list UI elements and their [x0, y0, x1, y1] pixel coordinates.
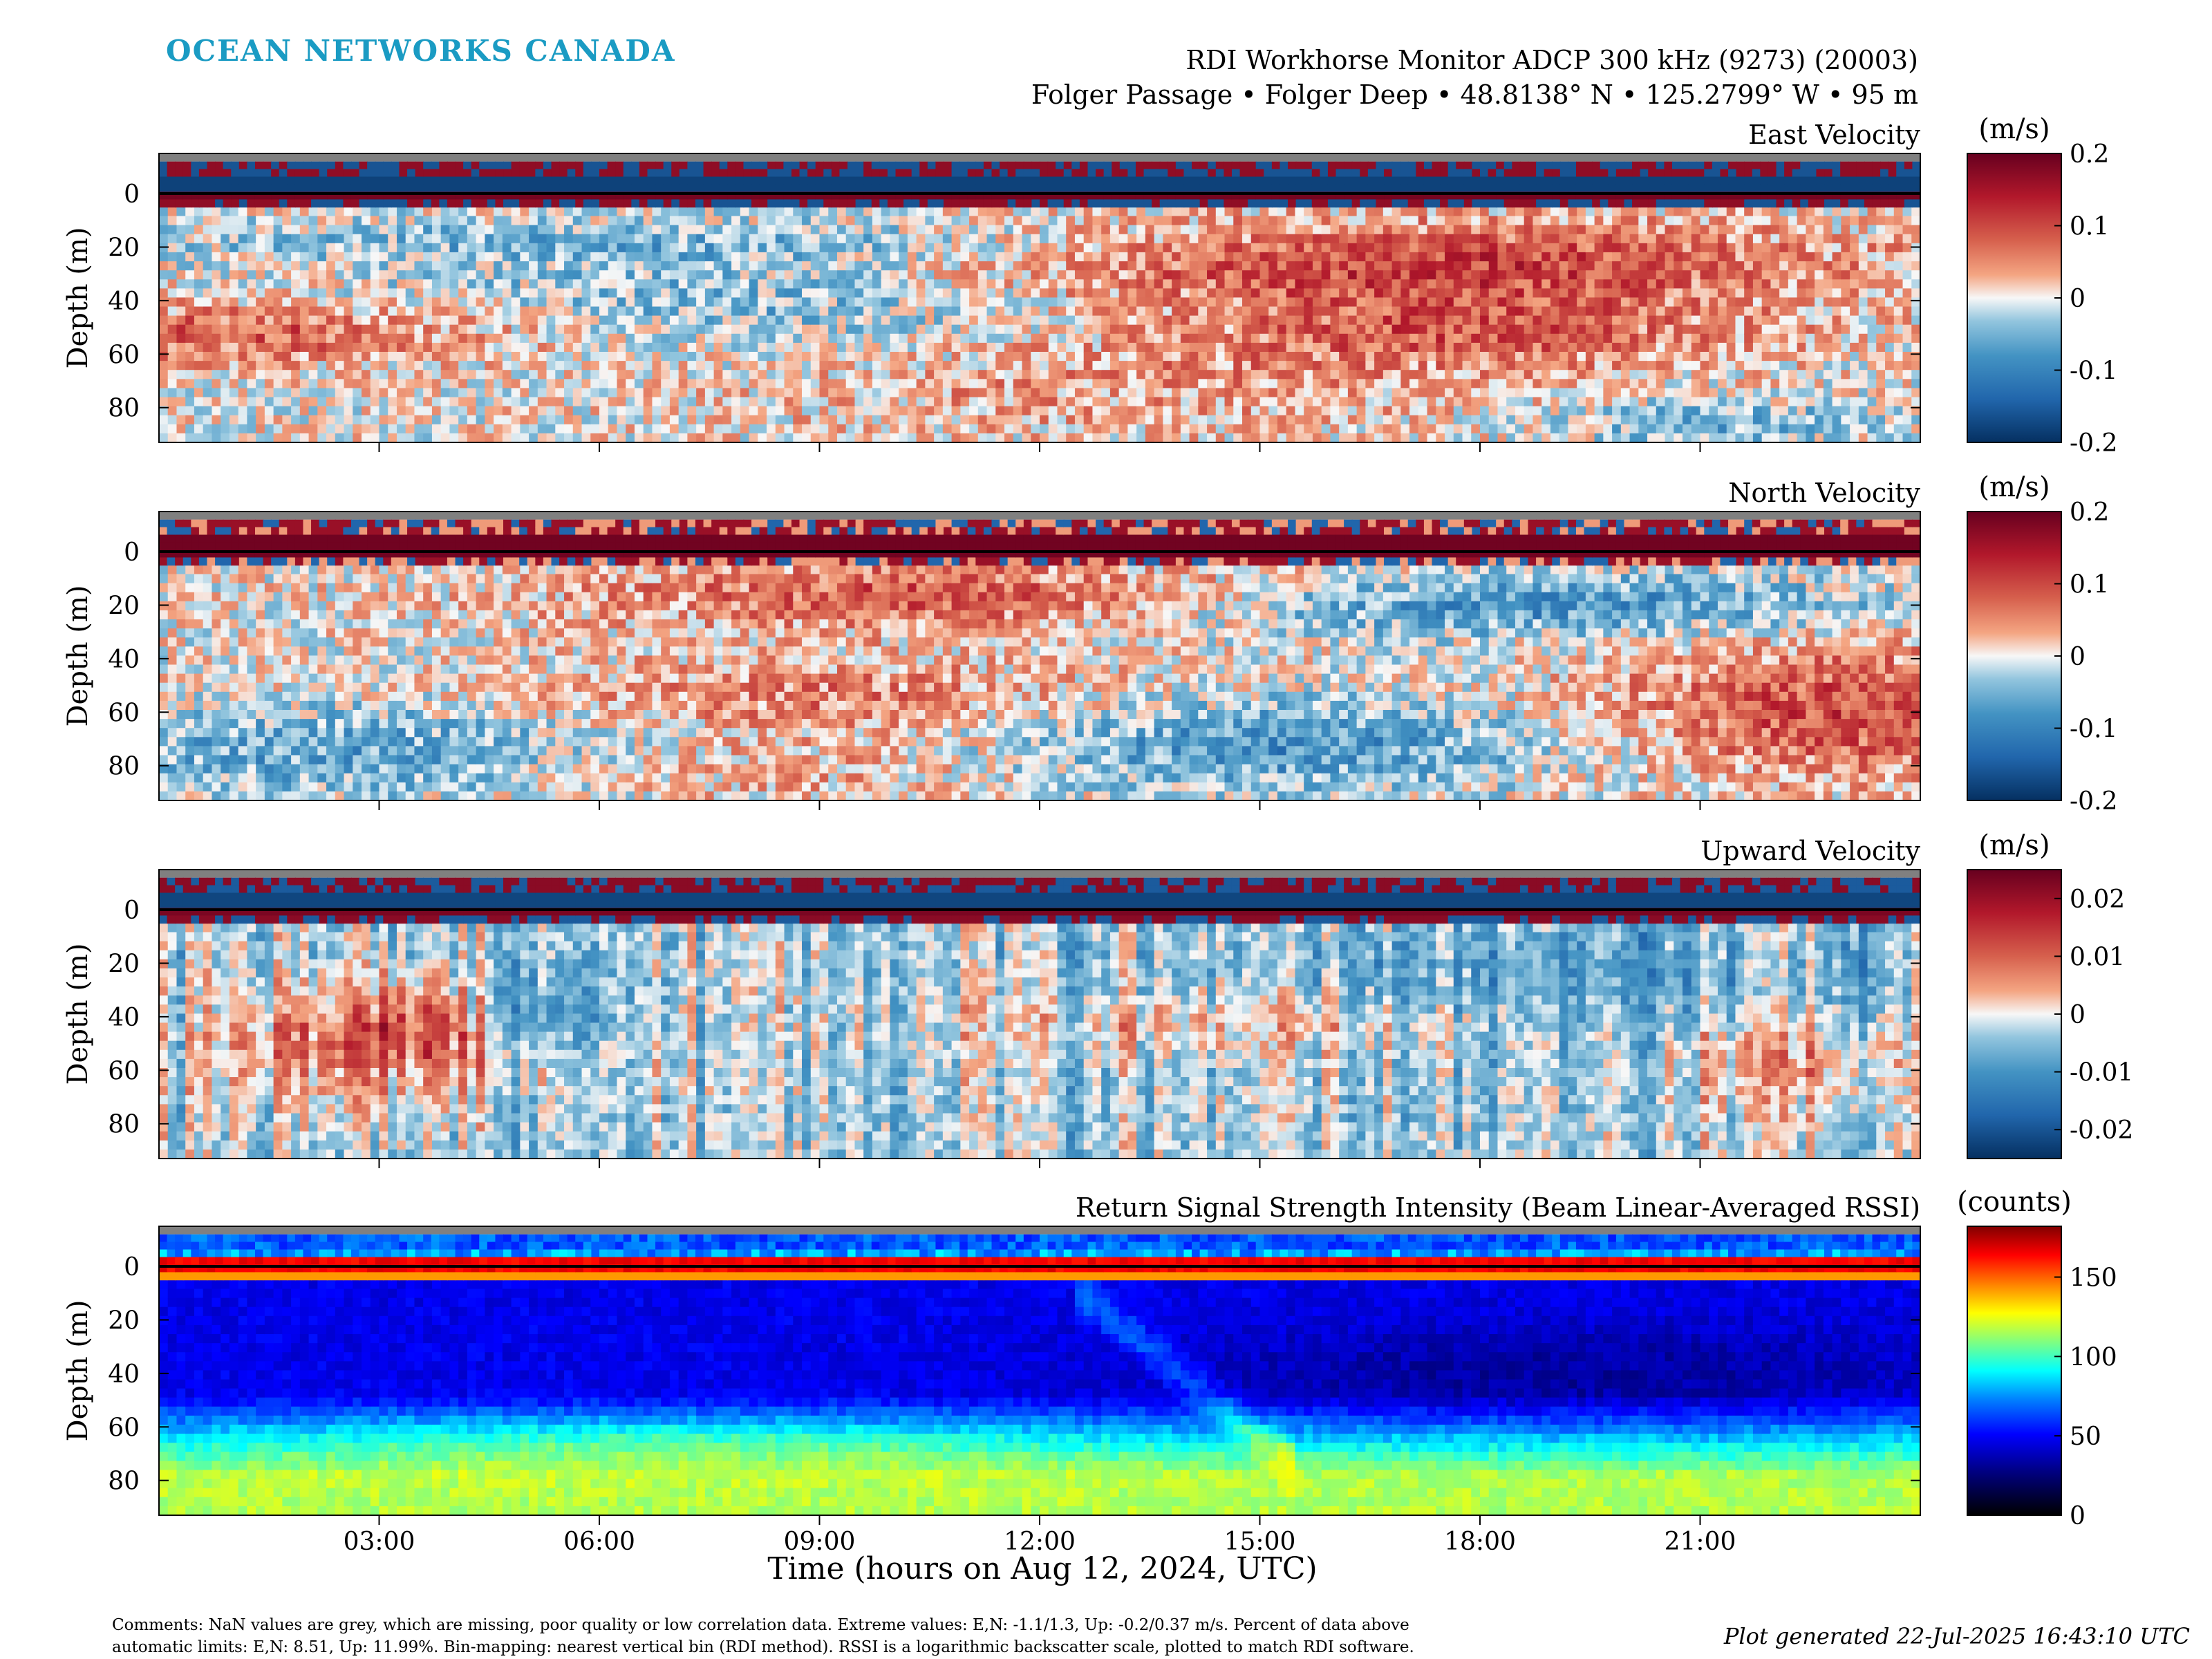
onc-logo: OCEAN NETWORKS CANADA — [166, 34, 675, 68]
surface-band-1 — [159, 162, 1921, 208]
panel-2: North Velocity 0 20 40 60 80 Depth (m) (m/s) 0.2… — [62, 471, 2117, 816]
x-axis-label: Time (hours on Aug 12, 2024, UTC) — [767, 1551, 1317, 1586]
colorbar-tick-label: -0.2 — [2070, 787, 2117, 816]
y-tick-label: 80 — [108, 1111, 140, 1139]
nan-strip-1 — [159, 153, 1920, 162]
x-tick-label: 18:00 — [1444, 1528, 1516, 1556]
colorbar-gradient — [1967, 153, 2061, 442]
y-tick-label: 40 — [108, 1004, 140, 1032]
surface-band-3 — [159, 878, 1921, 924]
y-tick-label: 0 — [124, 1253, 140, 1282]
y-tick-label: 80 — [108, 753, 140, 781]
panel-title-1: East Velocity — [1748, 120, 1920, 150]
nan-strip-3 — [159, 870, 1920, 878]
colorbar-tick-label: -0.01 — [2070, 1059, 2133, 1087]
heatmap-1 — [159, 207, 1921, 442]
figure-title: RDI Workhorse Monitor ADCP 300 kHz (9273… — [1185, 45, 1918, 75]
panel-1: East Velocity 0 20 40 60 80 Depth (m) (m/s) 0.2 0… — [62, 113, 2117, 458]
colorbar-unit-label: (m/s) — [1978, 471, 2050, 503]
heatmap-2 — [159, 565, 1921, 800]
colorbar-tick-label: 150 — [2070, 1264, 2117, 1292]
colorbar-tick-label: 100 — [2070, 1343, 2117, 1371]
panel-title-3: Upward Velocity — [1700, 836, 1920, 866]
colorbar-unit-label: (m/s) — [1978, 113, 2050, 145]
colorbar-3: (m/s) 0.02 0.01 0 -0.01 -0.02 — [1967, 830, 2133, 1159]
colorbar-tick-label: -0.1 — [2070, 715, 2117, 744]
colorbar-gradient — [1967, 512, 2061, 800]
colorbar-1: (m/s) 0.2 0.1 0 -0.1 -0.2 — [1967, 113, 2117, 458]
panel-3: Upward Velocity 0 20 40 60 80 Depth (m) (m/s) 0.… — [62, 830, 2133, 1168]
colorbar-2: (m/s) 0.2 0.1 0 -0.1 -0.2 — [1967, 471, 2117, 816]
heatmap-4 — [159, 1280, 1921, 1515]
panel-title-4: Return Signal Strength Intensity (Beam L… — [1076, 1192, 1920, 1223]
footer-comments-line1: Comments: NaN values are grey, which are… — [112, 1616, 1409, 1634]
surface-band-2 — [159, 520, 1921, 566]
y-tick-label: 40 — [108, 646, 140, 674]
y-axis-label-4: Depth (m) — [62, 1300, 94, 1441]
colorbar-gradient — [1967, 870, 2061, 1159]
y-axis-label-2: Depth (m) — [62, 585, 94, 727]
colorbar-tick-label: 0.2 — [2070, 140, 2109, 169]
colorbar-gradient — [1967, 1226, 2061, 1515]
colorbar-tick-label: -0.02 — [2070, 1116, 2133, 1145]
colorbar-tick-label: 0.1 — [2070, 571, 2109, 599]
panel-4: Return Signal Strength Intensity (Beam L… — [62, 1186, 2117, 1556]
y-tick-label: 20 — [108, 1306, 140, 1335]
colorbar-unit-label: (m/s) — [1978, 830, 2050, 861]
y-tick-label: 20 — [108, 592, 140, 620]
surface-band-4 — [159, 1235, 1921, 1281]
y-tick-label: 60 — [108, 1414, 140, 1442]
y-tick-label: 20 — [108, 950, 140, 978]
colorbar-tick-label: 0 — [2070, 285, 2086, 313]
y-tick-label: 0 — [124, 180, 140, 209]
y-tick-label: 60 — [108, 1057, 140, 1085]
colorbar-tick-label: 0.2 — [2070, 498, 2109, 527]
y-tick-label: 60 — [108, 341, 140, 369]
colorbar-unit-label: (counts) — [1957, 1186, 2072, 1218]
figure-subtitle: Folger Passage • Folger Deep • 48.8138° … — [1031, 79, 1918, 110]
nan-strip-2 — [159, 512, 1920, 520]
panel-title-2: North Velocity — [1728, 478, 1920, 508]
nan-strip-4 — [159, 1226, 1920, 1235]
heatmap-3 — [159, 923, 1921, 1159]
y-tick-label: 80 — [108, 395, 140, 423]
y-tick-label: 0 — [124, 897, 140, 925]
colorbar-tick-label: 0 — [2070, 1502, 2086, 1530]
y-axis-label-3: Depth (m) — [62, 943, 94, 1085]
colorbar-tick-label: 0 — [2070, 1001, 2086, 1029]
footer-generated: Plot generated 22-Jul-2025 16:43:10 UTC — [1723, 1623, 2190, 1649]
colorbar-tick-label: -0.2 — [2070, 429, 2117, 458]
x-tick-label: 21:00 — [1665, 1528, 1736, 1556]
colorbar-tick-label: 0.01 — [2070, 943, 2125, 971]
y-tick-label: 80 — [108, 1468, 140, 1496]
colorbar-tick-label: 0.02 — [2070, 885, 2125, 914]
x-tick-label: 06:00 — [563, 1528, 635, 1556]
y-tick-label: 60 — [108, 699, 140, 727]
colorbar-tick-label: 50 — [2070, 1423, 2101, 1451]
y-tick-label: 20 — [108, 234, 140, 262]
footer-comments-line2: automatic limits: E,N: 8.51, Up: 11.99%.… — [112, 1638, 1414, 1656]
x-tick-label: 03:00 — [344, 1528, 415, 1556]
y-tick-label: 40 — [108, 288, 140, 316]
colorbar-tick-label: 0.1 — [2070, 213, 2109, 241]
y-tick-label: 40 — [108, 1360, 140, 1389]
colorbar-tick-label: -0.1 — [2070, 357, 2117, 386]
colorbar-tick-label: 0 — [2070, 643, 2086, 671]
y-axis-label-1: Depth (m) — [62, 227, 94, 368]
y-tick-label: 0 — [124, 538, 140, 567]
colorbar-4: (counts) 150 100 50 0 — [1957, 1186, 2117, 1530]
